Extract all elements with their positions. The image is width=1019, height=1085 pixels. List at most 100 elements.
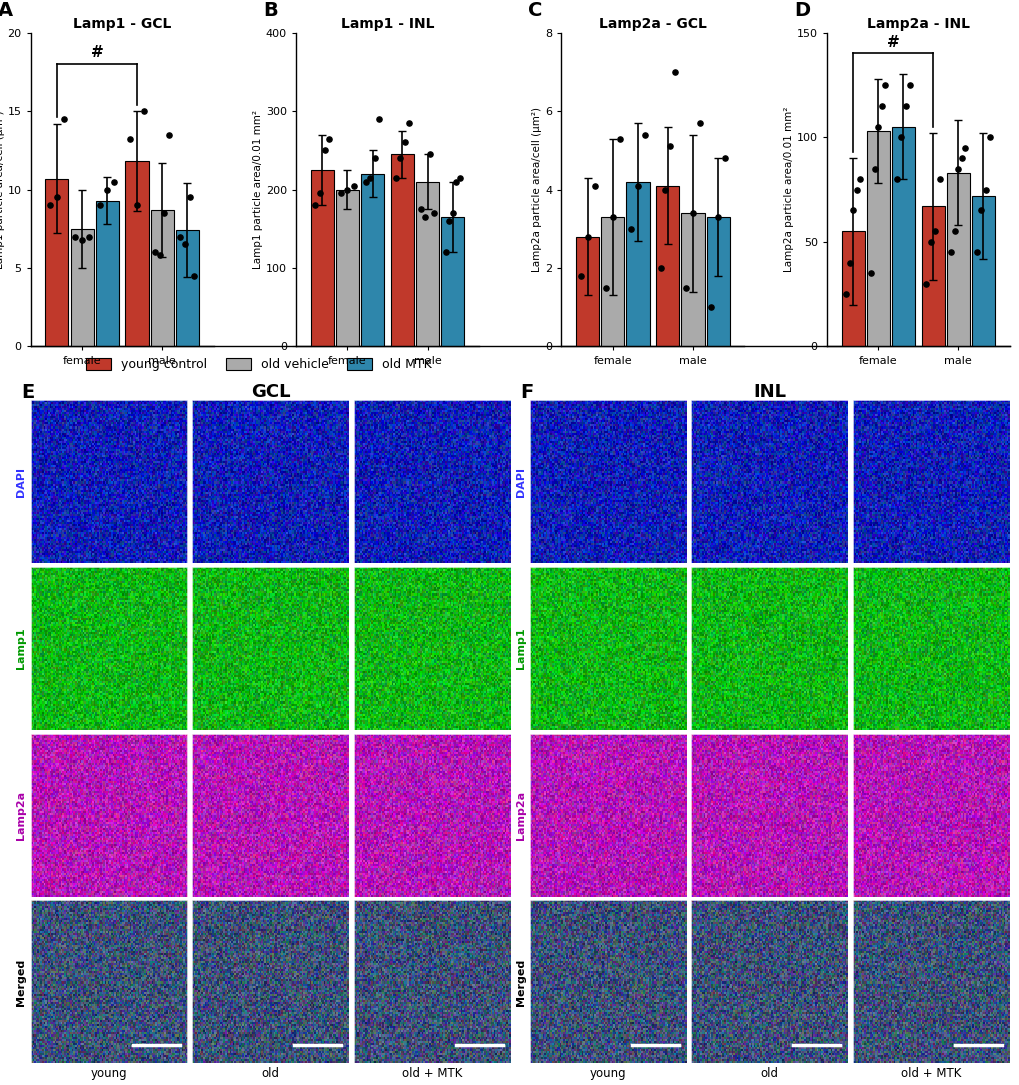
Y-axis label: Lamp2a particle area/cell (μm²): Lamp2a particle area/cell (μm²) (532, 107, 542, 272)
Bar (151, 209, 173, 346)
Text: A: A (0, 1, 13, 21)
Point (926, 222, 943, 240)
Bar (891, 127, 914, 346)
Point (976, 181, 993, 199)
Point (709, 208, 726, 226)
Point (597, 279, 613, 296)
Point (586, 177, 602, 194)
Point (176, 235, 193, 253)
Point (437, 244, 453, 261)
Point (630, 177, 646, 194)
Point (838, 285, 854, 303)
Point (665, 63, 682, 80)
Y-axis label: Lamp1 particle area/cell (μm²): Lamp1 particle area/cell (μm²) (0, 111, 5, 269)
X-axis label: old + MTK: old + MTK (901, 1068, 961, 1081)
Bar (626, 181, 649, 346)
Point (572, 267, 588, 284)
Title: Lamp2a - INL: Lamp2a - INL (866, 17, 969, 31)
Point (136, 102, 152, 119)
Title: Lamp1 - INL: Lamp1 - INL (340, 17, 434, 31)
Y-axis label: Merged: Merged (16, 958, 26, 1006)
Point (42, 196, 58, 214)
Point (321, 130, 337, 148)
Point (92, 196, 108, 214)
Point (152, 246, 168, 264)
Point (417, 208, 433, 226)
Point (447, 173, 464, 190)
Point (156, 204, 172, 221)
Point (691, 114, 707, 131)
Bar (440, 217, 464, 346)
Point (636, 126, 652, 143)
X-axis label: old + MTK: old + MTK (401, 1068, 462, 1081)
Point (81, 228, 97, 245)
Point (950, 159, 966, 177)
Point (604, 208, 621, 226)
Point (661, 138, 678, 155)
Bar (946, 173, 969, 346)
Bar (70, 229, 94, 346)
X-axis label: old: old (760, 1068, 779, 1081)
Point (656, 181, 673, 199)
Bar (921, 206, 944, 346)
Point (67, 228, 84, 245)
Point (49, 189, 65, 206)
Text: B: B (263, 1, 277, 21)
Y-axis label: Merged: Merged (516, 958, 525, 1006)
Text: D: D (793, 1, 809, 21)
Point (972, 202, 988, 219)
Point (684, 204, 700, 221)
Point (876, 76, 893, 93)
Point (716, 150, 733, 167)
Bar (416, 181, 439, 346)
Text: #: # (91, 46, 103, 60)
Point (953, 150, 969, 167)
Bar (866, 131, 889, 346)
Bar (335, 190, 359, 346)
Point (421, 145, 437, 163)
Bar (96, 201, 118, 346)
Title: Lamp2a - GCL: Lamp2a - GCL (598, 17, 706, 31)
Point (122, 130, 139, 148)
Point (892, 128, 908, 145)
Title: Lamp1 - GCL: Lamp1 - GCL (72, 17, 171, 31)
Point (967, 244, 983, 261)
Point (185, 267, 202, 284)
Bar (45, 179, 68, 346)
Y-axis label: Lamp1: Lamp1 (516, 627, 525, 669)
Point (332, 184, 348, 202)
Point (371, 111, 387, 128)
Point (623, 220, 639, 238)
Point (387, 169, 404, 187)
Point (917, 275, 933, 292)
Point (412, 201, 428, 218)
Bar (681, 213, 704, 346)
Point (611, 130, 628, 148)
Text: C: C (528, 1, 542, 21)
X-axis label: young: young (589, 1068, 626, 1081)
Point (678, 279, 694, 296)
Point (981, 128, 998, 145)
Point (339, 181, 356, 199)
Point (888, 170, 904, 188)
Point (869, 118, 886, 136)
Bar (311, 170, 333, 346)
Point (367, 150, 383, 167)
Bar (576, 237, 599, 346)
Point (56, 111, 72, 128)
Point (862, 265, 878, 282)
Point (172, 228, 189, 245)
Bar (125, 162, 149, 346)
X-axis label: old: old (261, 1068, 279, 1081)
Point (579, 228, 595, 245)
Point (426, 204, 442, 221)
Point (307, 196, 323, 214)
Point (440, 213, 457, 230)
Bar (655, 186, 679, 346)
Y-axis label: DAPI: DAPI (16, 467, 26, 497)
Point (652, 259, 668, 277)
Point (345, 177, 362, 194)
Point (128, 196, 145, 214)
Point (897, 98, 913, 115)
Point (312, 184, 328, 202)
